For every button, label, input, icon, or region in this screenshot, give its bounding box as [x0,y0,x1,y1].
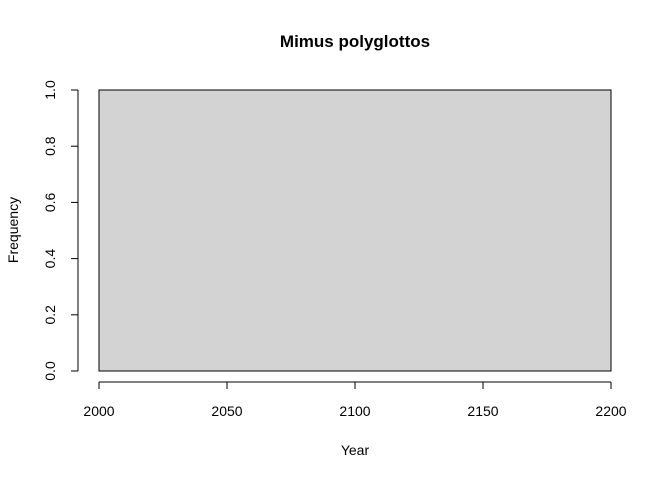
y-axis: 0.0 0.2 0.4 0.6 0.8 1.0 [42,80,79,381]
y-tick-label: 1.0 [42,80,58,100]
x-tick-label: 2050 [211,403,242,419]
x-tick-label: 2000 [83,403,114,419]
x-tick-label: 2150 [467,403,498,419]
y-tick-label: 0.6 [42,192,58,212]
y-tick-label: 0.0 [42,361,58,381]
x-tick-label: 2100 [339,403,370,419]
x-axis: 2000 2050 2100 2150 2200 [83,381,627,419]
bars-group [98,89,612,372]
x-axis-label: Year [341,442,370,458]
y-axis-label: Frequency [5,197,21,263]
x-tick-label: 2200 [595,403,626,419]
histogram-bar-0 [98,89,612,372]
y-tick-label: 0.2 [42,305,58,325]
y-tick-label: 0.4 [42,249,58,269]
chart-title: Mimus polyglottos [280,32,430,51]
y-tick-label: 0.8 [42,136,58,156]
